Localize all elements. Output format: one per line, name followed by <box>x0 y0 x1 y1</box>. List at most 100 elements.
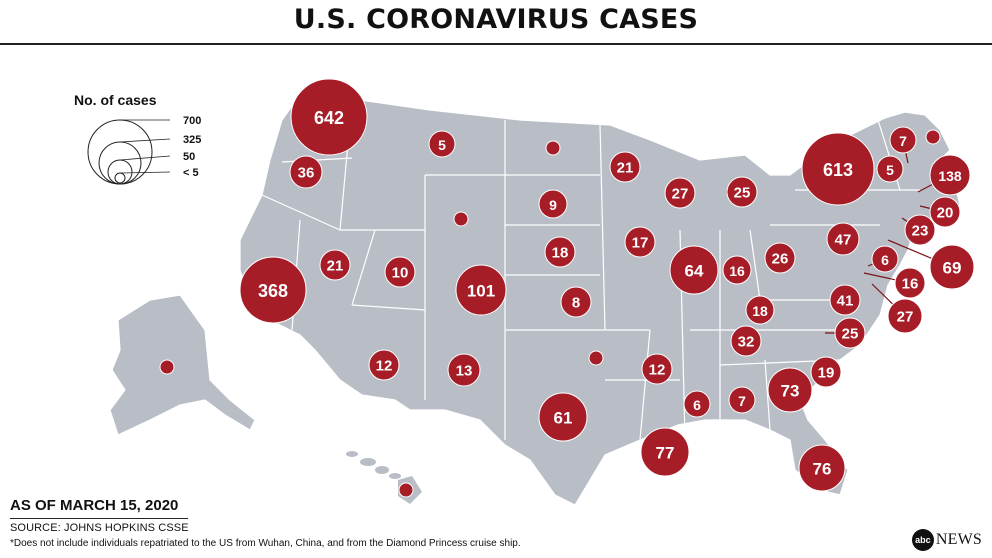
case-bubble-vermont: 7 <box>889 126 917 154</box>
bubble-circle-tennessee <box>730 325 762 357</box>
bubble-circle-illinois <box>669 245 719 295</box>
bubble-value-north-carolina: 25 <box>842 326 859 343</box>
legend-label-325: 325 <box>183 134 201 146</box>
news-wordmark: NEWS <box>935 531 982 548</box>
bubble-value-wisconsin: 27 <box>672 186 689 203</box>
bubble-circle-oklahoma <box>588 350 604 366</box>
bubble-circle-nevada <box>319 249 351 281</box>
bubble-circle-south-carolina <box>810 356 842 388</box>
hawaii-shape <box>346 451 422 504</box>
bubble-circle-wyoming <box>453 211 469 227</box>
footnote: *Does not include individuals repatriate… <box>10 538 521 549</box>
case-bubble-rhode-island: 20 <box>929 196 961 228</box>
case-bubble-pennsylvania: 47 <box>826 222 860 256</box>
case-bubble-new-jersey: 69 <box>929 244 975 290</box>
case-bubble-ohio: 26 <box>764 242 796 274</box>
case-bubble-kentucky: 18 <box>745 295 775 325</box>
bubble-value-new-york: 613 <box>823 160 853 180</box>
case-bubble-michigan: 25 <box>726 176 758 208</box>
bubble-circle-iowa <box>624 226 656 258</box>
case-bubble-north-dakota <box>545 140 561 156</box>
case-bubble-mississippi: 6 <box>683 390 711 418</box>
bubble-circle-minnesota <box>609 151 641 183</box>
source-credit: SOURCE: JOHNS HOPKINS CSSE <box>10 522 189 534</box>
case-bubble-illinois: 64 <box>669 245 719 295</box>
case-bubble-south-dakota: 9 <box>538 189 568 219</box>
alaska-shape <box>109 294 256 436</box>
bubble-value-arkansas: 12 <box>649 362 666 379</box>
bubble-value-indiana: 16 <box>729 263 745 279</box>
bubble-circle-california <box>239 256 307 324</box>
case-bubble-california: 368 <box>239 256 307 324</box>
bubble-value-connecticut: 23 <box>912 223 929 240</box>
case-bubble-utah: 10 <box>384 256 416 288</box>
bubble-circle-north-carolina <box>834 317 866 349</box>
bubble-value-vermont: 7 <box>899 133 907 149</box>
bubble-value-new-mexico: 13 <box>456 363 473 380</box>
case-bubble-iowa: 17 <box>624 226 656 258</box>
bubble-circle-kentucky <box>745 295 775 325</box>
bubble-circle-maine <box>925 129 941 145</box>
bubble-value-illinois: 64 <box>685 262 704 281</box>
bubble-circle-louisiana <box>640 427 690 477</box>
bubble-circle-hawaii <box>398 482 414 498</box>
bubble-value-iowa: 17 <box>632 235 649 252</box>
bubble-circle-south-dakota <box>538 189 568 219</box>
bubble-value-utah: 10 <box>392 265 409 282</box>
bubble-circle-texas <box>538 392 588 442</box>
case-bubble-delaware: 6 <box>871 245 899 273</box>
case-bubble-virginia: 41 <box>829 284 861 316</box>
bubble-circle-utah <box>384 256 416 288</box>
legend-ring-5 <box>114 172 126 184</box>
bubble-value-oregon: 36 <box>298 165 315 182</box>
bubble-circle-arkansas <box>641 353 673 385</box>
bubble-value-new-hampshire: 5 <box>886 162 894 178</box>
bubble-value-california: 368 <box>258 281 288 301</box>
bubble-value-louisiana: 77 <box>656 444 675 463</box>
case-bubble-nebraska: 18 <box>544 236 576 268</box>
case-bubble-georgia: 73 <box>767 367 813 413</box>
case-bubble-alaska <box>159 359 175 375</box>
bubble-circle-florida <box>798 444 846 492</box>
bubble-value-new-jersey: 69 <box>943 259 962 278</box>
bubble-value-district-of-columbia: 27 <box>897 309 914 326</box>
bubble-circle-new-hampshire <box>876 155 904 183</box>
bubble-value-ohio: 26 <box>772 251 789 268</box>
case-bubble-district-of-columbia: 27 <box>887 298 923 334</box>
bubble-circle-district-of-columbia <box>887 298 923 334</box>
legend-title: No. of cases <box>74 92 157 108</box>
bubble-circle-georgia <box>767 367 813 413</box>
bubble-value-delaware: 6 <box>881 252 889 268</box>
bubble-value-south-carolina: 19 <box>818 365 835 382</box>
case-bubble-arizona: 12 <box>368 349 400 381</box>
abc-logo-mark: abc <box>911 529 934 551</box>
bubble-value-michigan: 25 <box>734 185 751 202</box>
title-divider <box>0 43 992 45</box>
case-bubble-wisconsin: 27 <box>664 177 696 209</box>
case-bubble-oklahoma <box>588 350 604 366</box>
bubble-circle-mississippi <box>683 390 711 418</box>
bubble-value-nevada: 21 <box>327 258 344 275</box>
legend-ring-325 <box>98 141 142 185</box>
bubble-value-pennsylvania: 47 <box>835 232 852 249</box>
bubble-circle-vermont <box>889 126 917 154</box>
bubble-circle-wisconsin <box>664 177 696 209</box>
case-bubble-maine <box>925 129 941 145</box>
bubble-circle-maryland <box>894 267 926 299</box>
bubble-circle-alaska <box>159 359 175 375</box>
bubble-value-south-dakota: 9 <box>549 197 557 213</box>
bubble-circle-arizona <box>368 349 400 381</box>
case-bubble-louisiana: 77 <box>640 427 690 477</box>
case-bubble-south-carolina: 19 <box>810 356 842 388</box>
legend: 700 325 50 < 5 <box>87 115 201 185</box>
bubble-circle-new-mexico <box>447 353 481 387</box>
bubble-value-maryland: 16 <box>902 276 919 293</box>
bubble-value-massachusetts: 138 <box>938 168 962 184</box>
case-bubble-indiana: 16 <box>722 255 752 285</box>
bubble-circle-michigan <box>726 176 758 208</box>
bubble-value-florida: 76 <box>813 460 832 479</box>
case-bubble-florida: 76 <box>798 444 846 492</box>
bubble-value-virginia: 41 <box>837 293 854 310</box>
bubble-circle-new-jersey <box>929 244 975 290</box>
bubble-circle-north-dakota <box>545 140 561 156</box>
